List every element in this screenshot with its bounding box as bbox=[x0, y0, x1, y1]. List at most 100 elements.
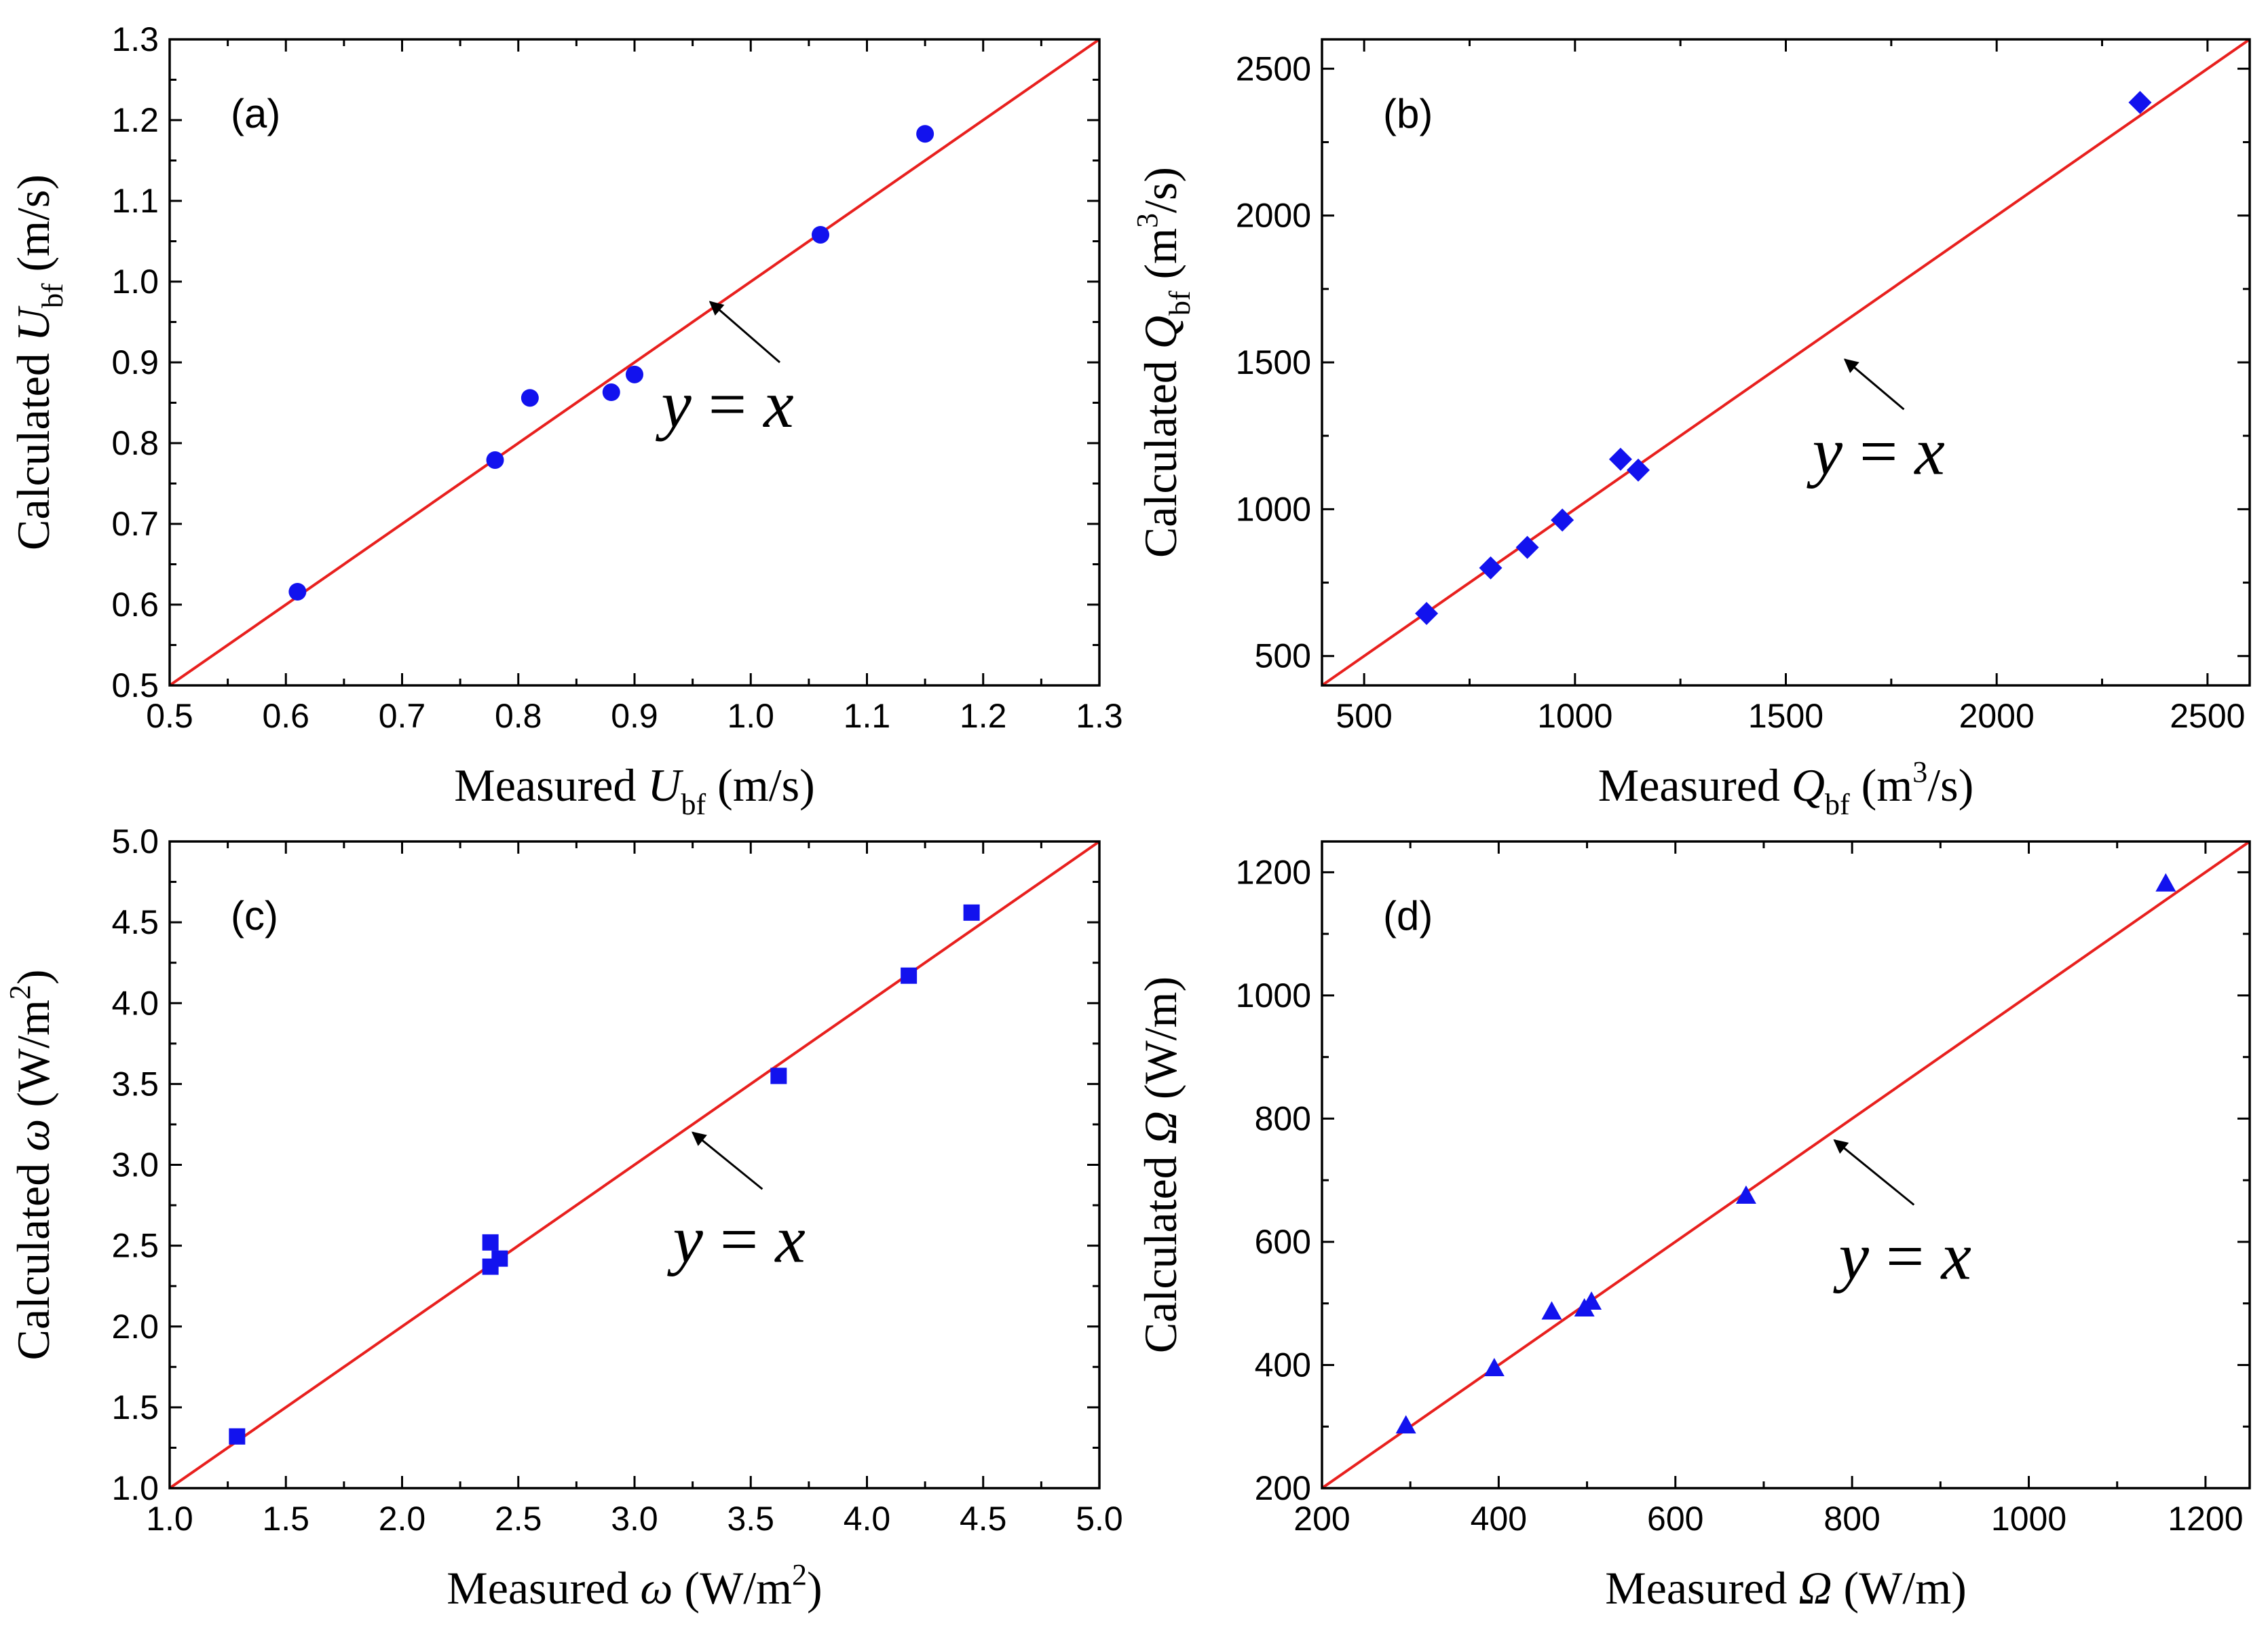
x-tick-label: 3.0 bbox=[611, 1500, 658, 1538]
x-axis-title: Measured Qbf (m3/s) bbox=[1598, 755, 1973, 821]
x-tick-label: 1.1 bbox=[844, 697, 891, 735]
y-tick-label: 3.5 bbox=[111, 1065, 159, 1103]
axis-title-unit: (m/s) bbox=[7, 174, 59, 284]
data-point bbox=[486, 451, 504, 469]
axis-title-sub: bf bbox=[1163, 290, 1196, 316]
y-tick-label: 1200 bbox=[1236, 853, 1311, 891]
axis-title-sup: 2 bbox=[3, 985, 37, 1000]
data-point bbox=[229, 1428, 246, 1445]
y-axis-title: Calculated Ω (W/m) bbox=[1135, 977, 1186, 1353]
x-tick-label: 0.9 bbox=[611, 697, 658, 735]
y-tick-label: 3.0 bbox=[111, 1146, 159, 1184]
annotation-arrow bbox=[691, 1131, 763, 1190]
reference-line bbox=[170, 39, 1099, 685]
annotation-arrow bbox=[708, 301, 781, 364]
data-point bbox=[901, 967, 918, 984]
plot-frame bbox=[1321, 38, 2251, 687]
y-tick-label: 2000 bbox=[1236, 197, 1311, 235]
annotation-equation-part: = bbox=[1842, 413, 1914, 489]
panel-label: (d) bbox=[1383, 893, 1433, 939]
axis-title-unit-tail: /s) bbox=[1927, 759, 1973, 811]
x-tick-label: 1.5 bbox=[262, 1500, 309, 1538]
y-tick-label: 4.0 bbox=[111, 984, 159, 1022]
data-point bbox=[288, 582, 307, 601]
y-tick-label: 2.0 bbox=[111, 1308, 159, 1346]
plot-frame bbox=[168, 38, 1101, 687]
data-point bbox=[963, 904, 980, 921]
axis-title-prefix: Calculated bbox=[7, 341, 59, 550]
axis-title-prefix: Measured bbox=[1598, 759, 1792, 811]
x-tick-label: 1.0 bbox=[146, 1500, 193, 1538]
y-tick-label: 2500 bbox=[1236, 50, 1311, 88]
y-tick-label: 0.8 bbox=[111, 424, 159, 462]
axis-title-symbol: U bbox=[7, 305, 59, 341]
axis-title-prefix: Calculated bbox=[1135, 1144, 1186, 1353]
axis-title-symbol: Q bbox=[1135, 316, 1186, 349]
axis-title-prefix: Measured bbox=[1605, 1562, 1798, 1614]
axis-title-prefix: Calculated bbox=[1135, 349, 1186, 558]
axis-title-sub: bf bbox=[1825, 788, 1850, 821]
axis-title-sub: bf bbox=[36, 283, 69, 308]
axis-title-symbol: ω bbox=[640, 1562, 673, 1614]
reference-line bbox=[1322, 39, 2250, 685]
x-tick-label: 3.5 bbox=[727, 1500, 774, 1538]
y-tick-label: 0.9 bbox=[111, 343, 159, 381]
panel-label: (b) bbox=[1383, 91, 1433, 136]
y-tick-label: 500 bbox=[1255, 637, 1311, 675]
axis-title-prefix: Measured bbox=[447, 1562, 640, 1614]
data-point bbox=[1395, 1415, 1416, 1434]
x-tick-label: 800 bbox=[1823, 1500, 1880, 1538]
data-point bbox=[491, 1250, 508, 1267]
data-point bbox=[1541, 1301, 1562, 1320]
x-tick-label: 1000 bbox=[1991, 1500, 2066, 1538]
axis-title-sup: 3 bbox=[1131, 213, 1164, 228]
y-tick-label: 1.2 bbox=[111, 101, 159, 139]
y-axis-title: Calculated Ubf (m/s) bbox=[7, 174, 69, 550]
x-axis-title: Measured ω (W/m2) bbox=[447, 1558, 822, 1614]
y-tick-label: 0.7 bbox=[111, 505, 159, 543]
plot-frame bbox=[168, 840, 1101, 1490]
data-point bbox=[626, 365, 643, 383]
data-point bbox=[1483, 1358, 1505, 1377]
x-tick-label: 1.3 bbox=[1076, 697, 1123, 735]
annotation-arrow bbox=[1843, 358, 1905, 411]
y-tick-label: 4.5 bbox=[111, 903, 159, 941]
data-point bbox=[521, 389, 539, 407]
annotation-equation-part: x bbox=[774, 1201, 805, 1276]
axis-title-unit: (W/m) bbox=[1832, 1562, 1967, 1614]
annotation-equation-part: y bbox=[1833, 1218, 1870, 1293]
x-tick-label: 400 bbox=[1471, 1500, 1527, 1538]
axis-title-unit-tail: ) bbox=[7, 969, 59, 985]
y-tick-label: 0.6 bbox=[111, 586, 159, 624]
annotation-equation-part: y bbox=[667, 1201, 704, 1276]
annotation-equation: y = x bbox=[1807, 413, 1945, 489]
axis-title-symbol: U bbox=[647, 759, 683, 811]
reference-line bbox=[170, 841, 1099, 1488]
y-tick-label: 1.1 bbox=[111, 182, 159, 220]
y-tick-label: 1000 bbox=[1236, 977, 1311, 1015]
y-axis-title: Calculated Qbf (m3/s) bbox=[1131, 167, 1196, 558]
axis-title-unit: (m bbox=[1850, 759, 1913, 811]
x-tick-label: 1.2 bbox=[960, 697, 1007, 735]
annotation-equation: y = x bbox=[655, 366, 793, 442]
axis-title-unit: (W/m) bbox=[1135, 977, 1186, 1111]
y-tick-label: 800 bbox=[1255, 1099, 1311, 1137]
data-point bbox=[482, 1234, 499, 1251]
y-tick-label: 400 bbox=[1255, 1346, 1311, 1384]
data-point bbox=[1515, 535, 1539, 559]
data-point bbox=[916, 125, 934, 143]
x-tick-label: 5.0 bbox=[1076, 1500, 1123, 1538]
x-tick-label: 0.5 bbox=[146, 697, 193, 735]
axis-title-unit-tail: /s) bbox=[1135, 167, 1186, 213]
axis-title-unit-tail: ) bbox=[807, 1562, 823, 1614]
axis-title-prefix: Measured bbox=[454, 759, 647, 811]
x-tick-label: 1.0 bbox=[727, 697, 774, 735]
x-axis-title: Measured Ubf (m/s) bbox=[454, 759, 814, 821]
x-tick-label: 2000 bbox=[1959, 697, 2035, 735]
axis-title-sup: 2 bbox=[792, 1558, 807, 1591]
panel-a: 0.5 0.6 0.7 0.8 0.9 1.0 1.1 1.2 1.3 0.5 0.6 0.7 0.8 0… bbox=[7, 20, 1123, 821]
x-tick-label: 500 bbox=[1336, 697, 1392, 735]
y-tick-label: 1.0 bbox=[111, 1469, 159, 1507]
annotation-equation-part: = bbox=[692, 366, 763, 442]
